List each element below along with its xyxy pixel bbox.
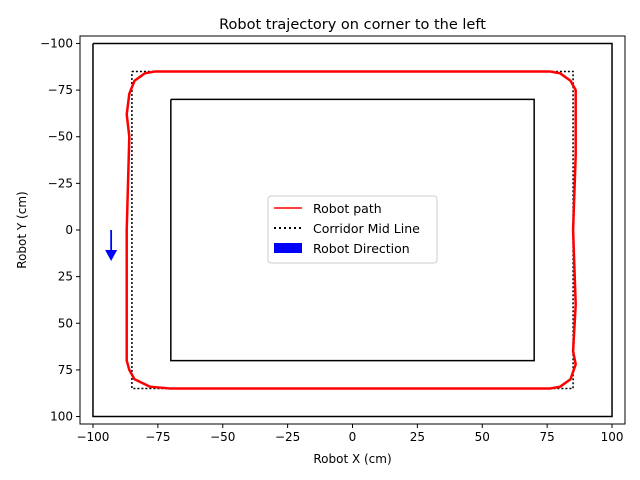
legend-label-robot-path: Robot path <box>313 201 382 216</box>
y-tick-label: −75 <box>48 83 73 97</box>
legend-label-robot-direction: Robot Direction <box>313 241 410 256</box>
x-tick-label: −25 <box>275 430 300 444</box>
x-tick-label: 75 <box>540 430 555 444</box>
legend-box <box>267 195 438 264</box>
x-tick-label: 50 <box>475 430 490 444</box>
y-tick-label: 0 <box>65 223 73 237</box>
robot-path-line <box>125 70 577 390</box>
chart-title: Robot trajectory on corner to the left <box>219 17 486 33</box>
y-axis-label: Robot Y (cm) <box>15 191 29 268</box>
x-tick-label: 25 <box>410 430 425 444</box>
x-tick-label: −75 <box>145 430 170 444</box>
y-tick-label: −50 <box>48 130 73 144</box>
legend: Robot path Corridor Mid Line Robot Direc… <box>267 195 438 264</box>
corridor-mid-line <box>131 70 574 390</box>
x-axis: −100 −75 −50 −25 0 25 50 75 100 <box>76 424 623 444</box>
outer-wall <box>92 42 613 418</box>
x-tick-label: 100 <box>601 430 624 444</box>
y-tick-label: 50 <box>58 316 73 330</box>
y-tick-label: −25 <box>48 176 73 190</box>
y-tick-label: 75 <box>58 363 73 377</box>
x-tick-label: 0 <box>349 430 357 444</box>
x-tick-label: −50 <box>210 430 235 444</box>
inner-wall <box>170 98 535 362</box>
x-tick-label: −100 <box>76 430 109 444</box>
legend-swatch-robot-direction <box>274 243 302 253</box>
robot-direction-arrow-head <box>105 249 118 261</box>
plot-area <box>92 42 613 418</box>
legend-label-corridor-mid-line: Corridor Mid Line <box>313 221 420 236</box>
y-axis: −100 −75 −50 −25 0 25 50 75 100 <box>40 36 80 424</box>
y-tick-label: 25 <box>58 270 73 284</box>
y-tick-label: 100 <box>50 410 73 424</box>
x-axis-label: Robot X (cm) <box>313 452 391 466</box>
y-tick-label: −100 <box>40 36 73 50</box>
